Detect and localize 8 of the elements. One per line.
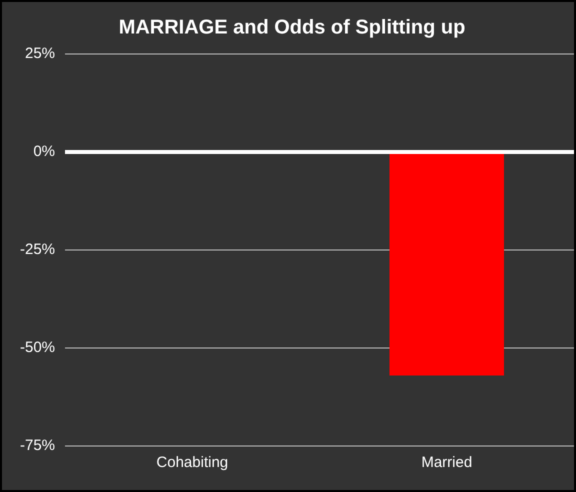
- y-tick-label: -25%: [20, 241, 56, 258]
- y-tick-label: -50%: [20, 339, 56, 356]
- y-tick-label: 0%: [33, 143, 56, 160]
- y-tick-label: 25%: [24, 45, 56, 62]
- y-tick-label: -75%: [20, 437, 56, 454]
- chart-title: MARRIAGE and Odds of Splitting up: [118, 16, 466, 39]
- x-tick-label: Married: [421, 454, 472, 472]
- x-tick-label: Cohabiting: [156, 454, 228, 472]
